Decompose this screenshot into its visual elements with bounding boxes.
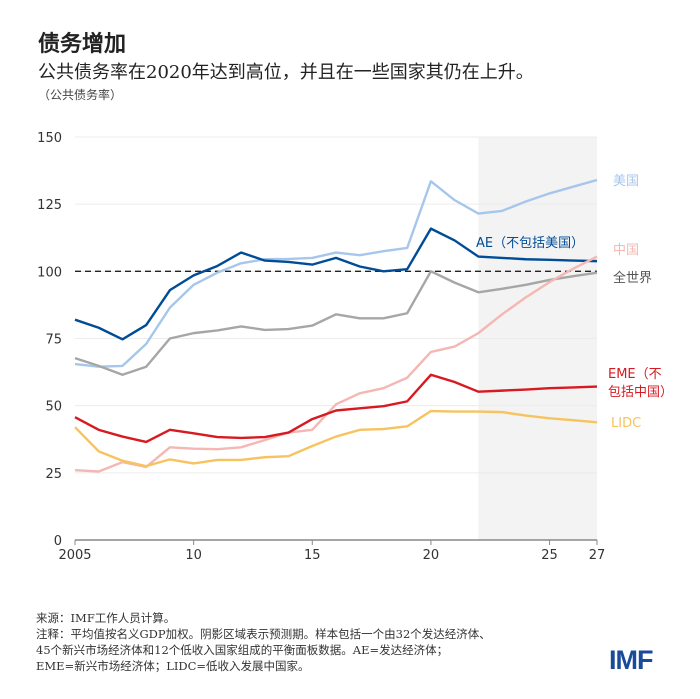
x-tick-label: 10 (185, 548, 202, 563)
y-tick-label: 0 (54, 534, 62, 549)
note-line: EME=新兴市场经济体；LIDC=低收入发展中国家。 (36, 659, 310, 673)
x-tick-label: 15 (304, 548, 321, 563)
note-line: 45个新兴市场经济体和12个低收入国家组成的平衡面板数据。AE=发达经济体； (36, 643, 449, 657)
series-line (74, 270, 598, 376)
series-line (74, 178, 598, 368)
x-tick-label: 20 (423, 548, 440, 563)
series-line (74, 409, 598, 468)
series-label: 全世界 (613, 270, 652, 286)
source-note: 来源：IMF工作人员计算。 (36, 611, 176, 625)
y-tick-label: 150 (37, 131, 62, 146)
y-tick-label: 25 (45, 467, 62, 482)
series-label: AE（不包括美国） (476, 236, 584, 251)
imf-logo: IMF (609, 645, 653, 675)
y-tick-label: 50 (45, 400, 62, 415)
x-tick-label: 25 (541, 548, 558, 563)
series-line (74, 255, 598, 473)
unit-label: （公共债务率） (38, 88, 123, 102)
chart-subtitle: 公共债务率在2020年达到高位，并且在一些国家其仍在上升。 (38, 62, 534, 83)
series-label: LIDC (611, 416, 641, 431)
series-label: 中国 (613, 243, 639, 258)
series-line (74, 227, 598, 341)
series-label: 包括中国） (608, 385, 673, 400)
line-chart: 0 25 50 75 100 125 150 2005 10 15 20 25 27 美国 AE（不包括美国… (37, 131, 673, 563)
x-tick-label: 2005 (58, 548, 91, 563)
chart-title: 债务增加 (38, 32, 127, 57)
note-line: 注释：平均值按名义GDP加权。阴影区域表示预测期。样本包括一个由32个发达经济体… (36, 627, 491, 641)
notes: 来源：IMF工作人员计算。 注释：平均值按名义GDP加权。阴影区域表示预测期。样… (36, 610, 491, 674)
y-tick-label: 125 (37, 198, 62, 213)
y-tick-label: 100 (37, 265, 62, 280)
y-tick-label: 75 (45, 333, 62, 348)
series-label: EME（不 (608, 367, 662, 382)
series-line (74, 373, 598, 444)
x-tick-label: 27 (589, 548, 606, 563)
series-label: 美国 (613, 174, 639, 189)
